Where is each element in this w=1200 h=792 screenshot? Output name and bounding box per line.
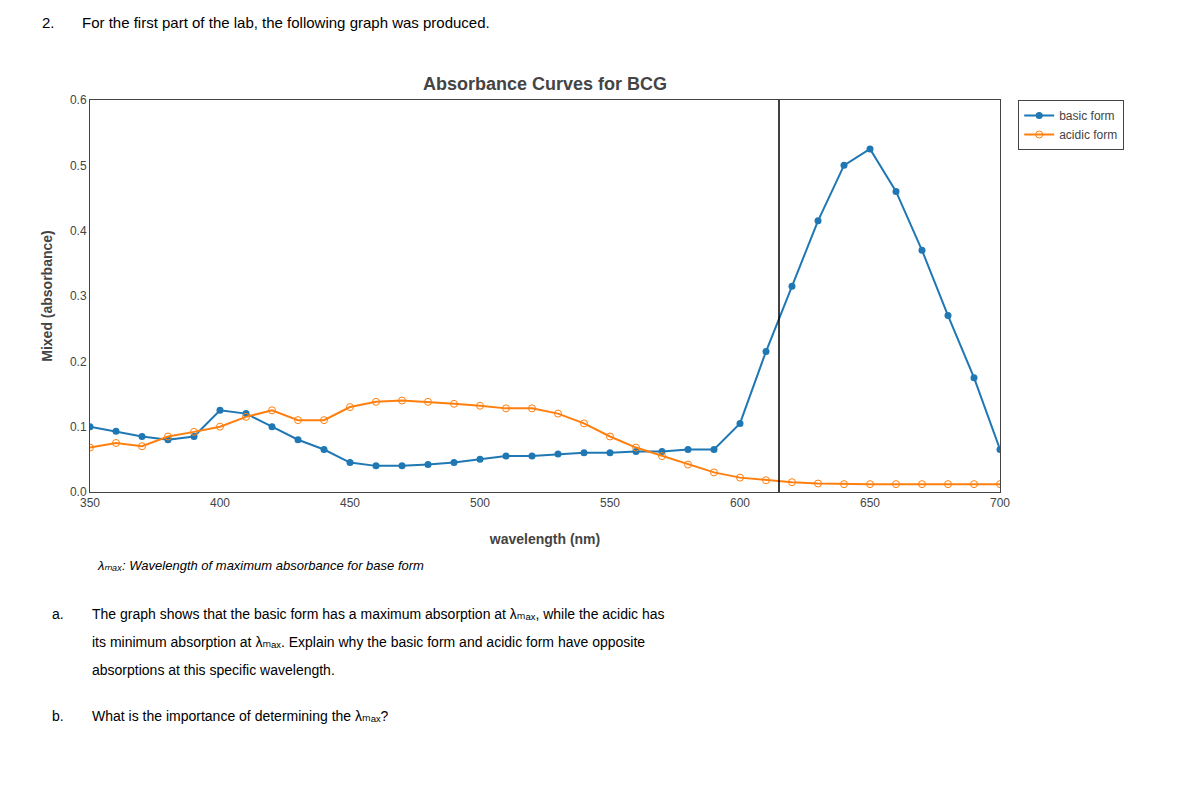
svg-text:0.1: 0.1 [70, 420, 87, 434]
svg-text:Absorbance Curves for BCG: Absorbance Curves for BCG [423, 74, 667, 94]
svg-text:a.: a. [52, 606, 64, 622]
svg-text:basic form: basic form [1059, 109, 1114, 123]
svg-text:What is the importance of dete: What is the importance of determining th… [92, 708, 389, 724]
svg-text:450: 450 [340, 496, 360, 510]
svg-text:500: 500 [470, 496, 490, 510]
svg-text:0.6: 0.6 [70, 93, 87, 107]
svg-text:400: 400 [210, 496, 230, 510]
svg-text:2.: 2. [42, 14, 55, 31]
svg-text:0.4: 0.4 [70, 224, 87, 238]
svg-text:350: 350 [80, 496, 100, 510]
svg-text:650: 650 [860, 496, 880, 510]
svg-text:For the first part of the lab,: For the first part of the lab, the follo… [82, 14, 490, 31]
svg-text:absorptions at this specific w: absorptions at this specific wavelength. [92, 662, 335, 678]
svg-text:its minimum absorption at λₘₐₓ: its minimum absorption at λₘₐₓ. Explain … [92, 634, 645, 650]
svg-text:b.: b. [52, 708, 64, 724]
svg-text:600: 600 [730, 496, 750, 510]
svg-text:λₘₐₓ: Wavelength of maximum ab: λₘₐₓ: Wavelength of maximum absorbance f… [97, 558, 424, 573]
svg-text:Mixed (absorbance): Mixed (absorbance) [39, 230, 55, 361]
svg-text:0.0: 0.0 [70, 485, 87, 499]
svg-text:wavelength (nm): wavelength (nm) [489, 531, 600, 547]
svg-text:0.3: 0.3 [70, 289, 87, 303]
svg-text:700: 700 [990, 496, 1010, 510]
svg-text:acidic form: acidic form [1059, 128, 1117, 142]
svg-text:0.2: 0.2 [70, 355, 87, 369]
svg-text:0.5: 0.5 [70, 159, 87, 173]
svg-text:550: 550 [600, 496, 620, 510]
svg-text:The graph shows that the basic: The graph shows that the basic form has … [92, 606, 665, 622]
